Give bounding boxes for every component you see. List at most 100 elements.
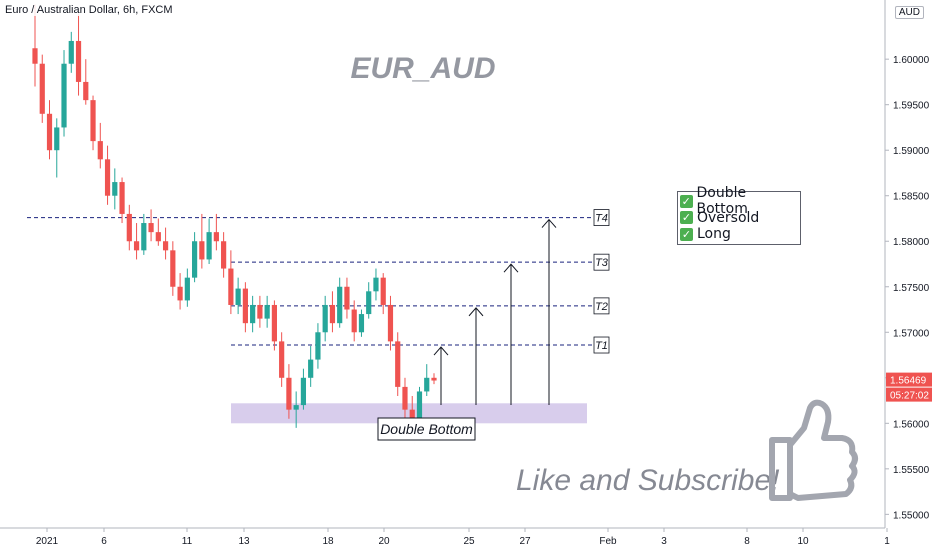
candle-body — [257, 304, 263, 319]
candle-body — [395, 341, 401, 387]
zone-label: Double Bottom — [380, 421, 473, 437]
time-tick-label: 11 — [182, 536, 193, 547]
candle-body — [351, 309, 357, 333]
time-tick-label: 27 — [519, 536, 531, 547]
thumb-hand — [787, 399, 858, 501]
target-label-box — [593, 336, 610, 354]
price-tick-label: 1.59000 — [893, 146, 930, 157]
candle-body — [133, 241, 140, 251]
candle-body — [242, 288, 248, 324]
price-tick-label: 1.56000 — [893, 419, 930, 430]
target-label: T4 — [595, 213, 608, 225]
time-tick-label: 20 — [378, 536, 390, 547]
candle-body — [228, 268, 234, 305]
arrow-head — [433, 346, 449, 356]
candle-body — [322, 304, 328, 333]
candle-body — [46, 113, 53, 151]
candle-body — [380, 277, 386, 305]
candle-body — [162, 241, 169, 251]
target-label-box — [593, 253, 610, 271]
candle-body — [199, 241, 205, 260]
support-zone — [231, 403, 587, 424]
candle-body — [75, 40, 82, 82]
time-tick-label: 18 — [322, 536, 334, 547]
candle-body — [184, 277, 190, 301]
countdown-label: 05:27:02 — [890, 391, 929, 402]
signal-legend: ✓ Double Bottom ✓ Oversold ✓ Long — [677, 185, 801, 245]
candle-body — [387, 304, 394, 342]
price-tick-label: 1.55000 — [893, 510, 930, 521]
candle-body — [279, 341, 285, 378]
target-label: T2 — [595, 301, 608, 313]
candle-body — [148, 223, 154, 233]
candle-body — [315, 332, 321, 360]
last-price-marker — [886, 372, 932, 387]
candle-body — [221, 241, 227, 269]
countdown-marker — [886, 387, 932, 402]
candle-body — [271, 304, 277, 342]
candle-body — [90, 100, 96, 142]
candle-body — [337, 286, 343, 324]
currency-label[interactable]: AUD — [894, 6, 924, 19]
price-tick-label: 1.58500 — [893, 192, 930, 203]
candle-body — [416, 391, 423, 419]
time-tick-label: Feb — [599, 536, 617, 547]
candle-body — [402, 386, 408, 410]
symbol-label: Euro / Australian Dollar, 6h, FXCM — [2, 4, 176, 16]
candle-body — [424, 377, 430, 392]
candle-body — [344, 286, 350, 310]
candle-body — [119, 182, 125, 214]
candle-body — [68, 40, 74, 64]
zone-label-box — [377, 417, 476, 441]
last-price-label: 1.56469 — [890, 376, 927, 387]
candle-body — [104, 159, 111, 196]
legend-item: ✓ Long — [680, 226, 798, 243]
candle-body — [250, 304, 256, 324]
candle-body — [170, 250, 176, 287]
thumbs-up-icon — [769, 399, 858, 501]
candle-body — [235, 288, 241, 305]
candle-body — [308, 359, 314, 378]
candle-body — [192, 241, 198, 278]
price-tick-label: 1.59500 — [893, 101, 930, 112]
check-icon: ✓ — [680, 227, 693, 241]
candle-body — [300, 377, 307, 406]
candle-body — [206, 232, 212, 260]
price-tick-label: 1.57000 — [893, 328, 930, 339]
candle-body — [39, 63, 45, 114]
candle-body — [54, 127, 60, 151]
time-tick-label: 2021 — [36, 536, 59, 547]
check-icon: ✓ — [680, 194, 693, 208]
candle-body — [141, 223, 147, 251]
candle-body — [126, 213, 132, 242]
legend-item-label: Double Bottom — [696, 185, 748, 218]
legend-item-label: Long — [697, 226, 731, 243]
arrow-head — [468, 307, 484, 317]
time-tick-label: 13 — [238, 536, 250, 547]
candle-body — [155, 232, 161, 242]
target-label-box — [593, 209, 610, 226]
arrow-head — [541, 218, 557, 228]
candle-body — [366, 291, 372, 315]
price-tick-label: 1.57500 — [893, 283, 930, 294]
chart-title: EUR_AUD — [350, 52, 495, 85]
check-icon: ✓ — [680, 211, 693, 225]
arrow-head — [503, 263, 519, 273]
candle-body — [61, 63, 67, 128]
legend-item-label: Oversold — [697, 209, 760, 226]
time-tick-label: 6 — [101, 536, 107, 547]
price-tick-label: 1.55500 — [893, 465, 930, 476]
candle-body — [264, 304, 270, 319]
candle-body — [409, 409, 415, 419]
candle-body — [177, 286, 183, 301]
legend-item: ✓ Oversold — [680, 210, 798, 227]
time-tick-label: 8 — [744, 536, 750, 547]
candle-body — [358, 314, 365, 333]
candle-body — [32, 48, 38, 64]
time-tick-label: 25 — [463, 536, 475, 547]
price-tick-label: 1.60000 — [893, 55, 930, 66]
thumb-cuff — [769, 437, 793, 501]
time-tick-label: 3 — [661, 536, 667, 547]
